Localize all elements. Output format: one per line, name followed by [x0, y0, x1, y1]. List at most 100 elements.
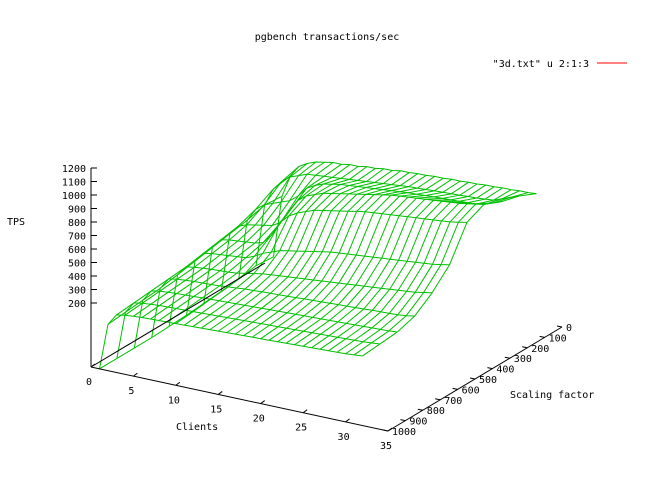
surface-column — [391, 186, 409, 192]
z-tick-label: 600 — [68, 245, 86, 256]
surface-column — [397, 315, 416, 333]
surface-column — [356, 188, 375, 195]
surface-column — [151, 326, 170, 339]
surface-column — [268, 327, 287, 341]
surface-column — [363, 287, 382, 310]
surface-column — [501, 190, 520, 200]
surface-column — [363, 311, 382, 327]
surface-column — [320, 321, 339, 335]
surface-column — [321, 252, 340, 282]
surface-column — [382, 185, 401, 191]
surface-column — [329, 305, 348, 321]
surface-column — [194, 253, 213, 268]
surface-column — [159, 274, 178, 289]
surface-column — [237, 242, 256, 258]
surface-column — [134, 337, 152, 349]
y-tick — [522, 346, 528, 349]
surface-column — [289, 163, 308, 178]
surface-column — [321, 282, 340, 303]
surface-column — [302, 333, 321, 347]
z-tick-label: 800 — [68, 218, 86, 229]
surface-column — [142, 287, 161, 301]
surface-column — [245, 242, 264, 259]
surface-column — [298, 161, 317, 177]
surface-column — [295, 251, 315, 279]
surface-column — [175, 311, 194, 324]
x-tick-label: 15 — [210, 404, 222, 415]
surface-column — [294, 316, 313, 331]
surface-row — [255, 173, 520, 266]
surface-column — [294, 332, 313, 346]
surface-column — [330, 193, 349, 212]
y-axis-label: Scaling factor — [510, 390, 594, 401]
surface-column — [322, 193, 341, 211]
surface-column — [141, 305, 160, 318]
surface-column — [287, 278, 306, 297]
surface-column — [287, 251, 306, 278]
surface-column — [331, 178, 350, 185]
surface-column — [254, 203, 274, 226]
surface-column — [254, 225, 273, 244]
surface-column — [203, 239, 222, 254]
surface-column — [193, 268, 212, 282]
surface-column — [281, 166, 300, 182]
surface-column — [371, 288, 391, 311]
y-tick — [452, 387, 458, 390]
surface-column — [397, 262, 417, 291]
surface-column — [218, 303, 237, 317]
surface-column — [493, 189, 512, 201]
surface-column — [176, 281, 195, 294]
surface-column — [380, 314, 399, 330]
surface-column — [176, 266, 195, 280]
surface-column — [303, 301, 322, 317]
surface-column — [450, 196, 469, 201]
surface-column — [340, 165, 359, 179]
surface-column — [150, 291, 169, 305]
legend-label: "3d.txt" u 2:1:3 — [493, 59, 589, 70]
x-tick-label: 5 — [128, 386, 134, 397]
surface-column — [280, 175, 299, 203]
y-tick — [382, 429, 389, 432]
surface-column — [381, 215, 400, 259]
surface-column — [201, 315, 219, 329]
surface-column — [295, 300, 314, 315]
x-tick-label: 30 — [338, 432, 350, 443]
surface-column — [167, 294, 186, 308]
surface-column — [339, 193, 358, 212]
surface-column — [356, 194, 375, 212]
surface-column — [287, 211, 307, 252]
x-tick — [345, 418, 350, 423]
y-tick-label: 0 — [566, 323, 572, 334]
surface-column — [432, 221, 451, 265]
surface-column — [263, 181, 282, 206]
surface-row — [151, 278, 415, 338]
surface-row — [133, 290, 398, 349]
x-tick — [387, 427, 393, 432]
surface-column — [279, 212, 298, 251]
surface-column — [337, 324, 356, 338]
surface-column — [441, 202, 460, 222]
surface-row — [273, 161, 537, 257]
surface-mesh — [99, 161, 537, 370]
surface-column — [229, 224, 248, 241]
surface-column — [184, 312, 203, 326]
surface-column — [252, 309, 271, 323]
surface-column — [237, 224, 256, 242]
surface-column — [458, 203, 477, 223]
surface-column — [314, 183, 333, 196]
surface-column — [355, 256, 374, 286]
surface-column — [261, 275, 280, 293]
surface-column — [246, 204, 265, 226]
surface-column — [202, 270, 221, 284]
surface-column — [255, 189, 274, 210]
surface-column — [449, 203, 468, 223]
surface-column — [405, 292, 425, 317]
surface-column — [415, 219, 434, 263]
surface-column — [306, 175, 325, 189]
surface-column — [442, 194, 460, 199]
surface-column — [286, 298, 305, 314]
y-tick — [417, 408, 423, 411]
surface-column — [371, 330, 390, 344]
surface-row — [99, 314, 363, 369]
surface-column — [142, 290, 161, 304]
